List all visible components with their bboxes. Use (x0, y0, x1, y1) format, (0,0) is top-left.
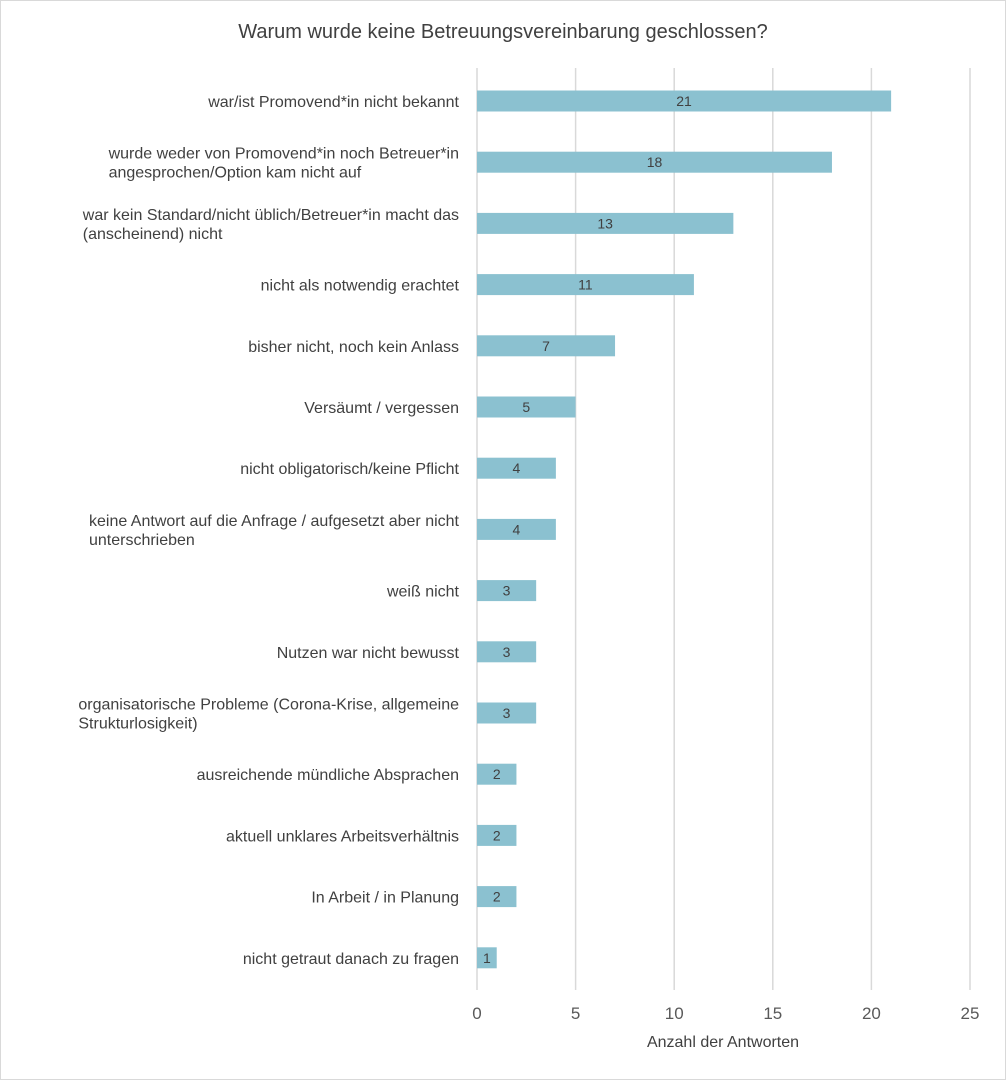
category-label: Nutzen war nicht bewusst (277, 645, 460, 662)
data-label: 2 (493, 889, 501, 905)
x-tick-label: 25 (961, 1004, 980, 1023)
bar (477, 580, 537, 602)
category-label: nicht getraut danach zu fragen (243, 951, 459, 968)
bar (477, 457, 556, 479)
x-tick-label: 5 (571, 1004, 580, 1023)
x-tick-label: 0 (472, 1004, 481, 1023)
x-tick-label: 10 (665, 1004, 684, 1023)
category-label: bisher nicht, noch kein Anlass (248, 339, 459, 356)
data-label: 4 (513, 460, 521, 476)
bar (477, 641, 537, 663)
data-label: 2 (493, 827, 501, 843)
data-label: 11 (578, 277, 593, 293)
category-label-line: organisatorische Probleme (Corona-Krise,… (78, 697, 459, 714)
category-label: Versäumt / vergessen (304, 400, 459, 417)
data-label: 13 (597, 215, 613, 231)
bar (477, 763, 517, 785)
bar (477, 274, 694, 296)
data-label: 3 (503, 705, 511, 721)
bar (477, 396, 576, 418)
data-label: 7 (542, 338, 550, 354)
category-label: In Arbeit / in Planung (311, 890, 459, 907)
category-label-line: (anscheinend) nicht (83, 226, 223, 243)
data-label: 5 (522, 399, 530, 415)
bar (477, 518, 556, 540)
category-labels: war/ist Promovend*in nicht bekannt wurde … (78, 94, 459, 968)
data-label: 4 (513, 521, 521, 537)
x-tick-label: 15 (763, 1004, 782, 1023)
data-label: 21 (676, 93, 692, 109)
bar (477, 947, 497, 969)
category-label: nicht als notwendig erachtet (261, 278, 460, 295)
category-label: aktuell unklares Arbeitsverhältnis (226, 828, 459, 845)
category-label-line: unterschrieben (89, 532, 195, 549)
category-label-line: angesprochen/Option kam nicht auf (109, 165, 362, 182)
bar (477, 702, 537, 724)
category-label: war/ist Promovend*in nicht bekannt (207, 94, 459, 111)
bar (477, 886, 517, 908)
bar (477, 212, 734, 234)
data-label: 18 (647, 154, 663, 170)
data-label: 3 (503, 583, 511, 599)
category-label-line: Strukturlosigkeit) (78, 716, 197, 733)
data-label: 2 (493, 766, 501, 782)
category-label: ausreichende mündliche Absprachen (197, 767, 459, 784)
bar (477, 90, 892, 112)
x-axis-ticks: 0 5 10 15 20 25 (472, 1004, 979, 1023)
data-label: 3 (503, 644, 511, 660)
data-label: 1 (483, 950, 491, 966)
category-label-line: wurde weder von Promovend*in noch Betreu… (108, 146, 459, 163)
chart-title: Warum wurde keine Betreuungsvereinbarung… (238, 21, 768, 43)
bar (477, 151, 832, 173)
category-label: nicht obligatorisch/keine Pflicht (240, 461, 459, 478)
x-tick-label: 20 (862, 1004, 881, 1023)
bar (477, 824, 517, 846)
x-axis-title: Anzahl der Antworten (647, 1034, 799, 1051)
category-label-line: keine Antwort auf die Anfrage / aufgeset… (89, 513, 460, 530)
bar (477, 335, 616, 357)
category-label: weiß nicht (386, 584, 460, 601)
category-label-line: war kein Standard/nicht üblich/Betreuer*… (82, 207, 459, 224)
